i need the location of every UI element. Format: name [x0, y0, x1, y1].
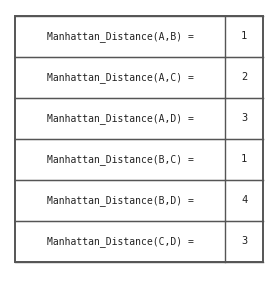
Text: Manhattan_Distance(B,D) =: Manhattan_Distance(B,D) = [46, 195, 193, 206]
Text: 2: 2 [241, 72, 247, 82]
Text: 3: 3 [241, 113, 247, 123]
Bar [15, 16, 263, 262]
Text: 1: 1 [241, 31, 247, 41]
Text: Manhattan_Distance(A,B) =: Manhattan_Distance(A,B) = [46, 31, 193, 42]
Text: 1: 1 [241, 154, 247, 164]
Text: Manhattan_Distance(A,D) =: Manhattan_Distance(A,D) = [46, 113, 193, 124]
Text: Manhattan_Distance(C,D) =: Manhattan_Distance(C,D) = [46, 236, 193, 247]
Text: 3: 3 [241, 236, 247, 246]
Text: Manhattan_Distance(A,C) =: Manhattan_Distance(A,C) = [46, 72, 193, 83]
Text: 4: 4 [241, 195, 247, 205]
Text: Manhattan_Distance(B,C) =: Manhattan_Distance(B,C) = [46, 154, 193, 165]
